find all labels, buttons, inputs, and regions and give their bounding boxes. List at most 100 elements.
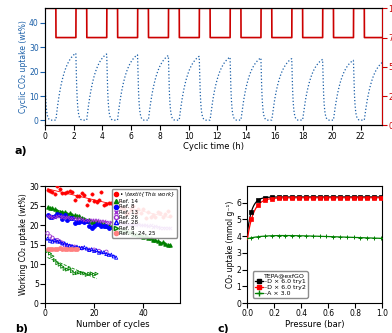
Y-axis label: CO₂ uptake (mmol g⁻¹): CO₂ uptake (mmol g⁻¹) <box>226 201 235 288</box>
Point <box>344 234 350 240</box>
Point <box>91 248 97 253</box>
Point <box>52 213 58 219</box>
Point <box>101 223 107 229</box>
Point <box>98 221 105 226</box>
Point <box>316 195 323 200</box>
Point <box>67 243 73 249</box>
Point <box>155 238 161 244</box>
Point <box>296 233 302 238</box>
Point <box>86 217 93 223</box>
Point <box>165 243 171 248</box>
Point <box>59 241 65 246</box>
Point <box>138 233 144 238</box>
Point <box>378 195 384 200</box>
Point <box>59 240 65 245</box>
Point <box>101 249 107 255</box>
Point <box>64 247 70 252</box>
Point <box>276 195 282 201</box>
Y-axis label: Cyclic CO₂ uptake (wt%): Cyclic CO₂ uptake (wt%) <box>19 20 28 113</box>
Point <box>52 257 58 263</box>
Point <box>337 195 343 200</box>
Point <box>44 236 51 241</box>
Point <box>150 237 156 242</box>
Point <box>59 264 65 269</box>
Point <box>93 200 100 205</box>
Point <box>111 220 117 226</box>
Point <box>101 221 107 227</box>
Point <box>316 194 323 199</box>
Point <box>57 262 63 267</box>
Point <box>128 229 134 234</box>
Point <box>76 270 83 275</box>
Point <box>123 211 129 217</box>
Point <box>282 195 289 200</box>
Point <box>74 216 80 221</box>
Point <box>49 235 56 240</box>
Point <box>54 213 60 218</box>
Point <box>113 225 119 231</box>
Point <box>160 225 166 230</box>
Point <box>96 250 102 255</box>
Point <box>103 219 109 224</box>
Point <box>103 223 109 228</box>
Point <box>147 214 154 219</box>
Point <box>89 217 95 223</box>
Point <box>86 218 93 223</box>
Point <box>337 194 343 199</box>
Point <box>157 225 163 230</box>
Point <box>142 233 149 239</box>
Point <box>125 221 132 227</box>
Point <box>132 231 139 237</box>
Point <box>116 198 122 204</box>
Point <box>167 243 173 248</box>
Point <box>118 205 124 210</box>
Point <box>74 270 80 276</box>
Point <box>101 218 107 224</box>
Point <box>103 223 109 229</box>
Point <box>49 205 56 211</box>
Point <box>330 195 336 200</box>
Point <box>276 194 282 200</box>
Point <box>47 214 53 219</box>
Point <box>132 210 139 215</box>
Point <box>289 194 296 199</box>
Point <box>145 236 151 241</box>
Point <box>64 189 70 195</box>
Point <box>145 209 151 214</box>
Point <box>157 240 163 245</box>
Legend: TEPA@exfGO, –D × 6.0 try1, –D × 6.0 try2, –A × 3.0: TEPA@exfGO, –D × 6.0 try1, –D × 6.0 try2… <box>253 271 308 298</box>
Point <box>128 222 134 227</box>
Point <box>59 190 65 196</box>
Point <box>89 225 95 230</box>
Point <box>59 247 65 252</box>
Point <box>130 204 136 209</box>
Point <box>52 191 58 196</box>
Point <box>364 235 370 240</box>
Point <box>49 214 56 219</box>
Point <box>330 234 336 239</box>
Point <box>276 233 282 238</box>
Point <box>310 194 316 199</box>
Point <box>81 193 87 198</box>
Point <box>135 233 142 238</box>
Point <box>108 219 114 225</box>
Point <box>54 260 60 266</box>
Point <box>54 212 60 217</box>
Point <box>269 194 275 200</box>
Point <box>130 232 136 237</box>
Point <box>96 197 102 202</box>
Point <box>69 243 75 249</box>
Point <box>282 194 289 199</box>
Point <box>150 213 156 218</box>
Point <box>120 221 127 226</box>
Point <box>116 220 122 225</box>
Point <box>167 225 173 231</box>
Point <box>83 218 90 223</box>
Point <box>79 218 85 224</box>
Point <box>350 194 357 199</box>
Point <box>150 224 156 229</box>
Point <box>323 234 330 239</box>
Point <box>76 214 83 219</box>
X-axis label: Number of cycles: Number of cycles <box>76 320 149 329</box>
Point <box>130 221 136 226</box>
